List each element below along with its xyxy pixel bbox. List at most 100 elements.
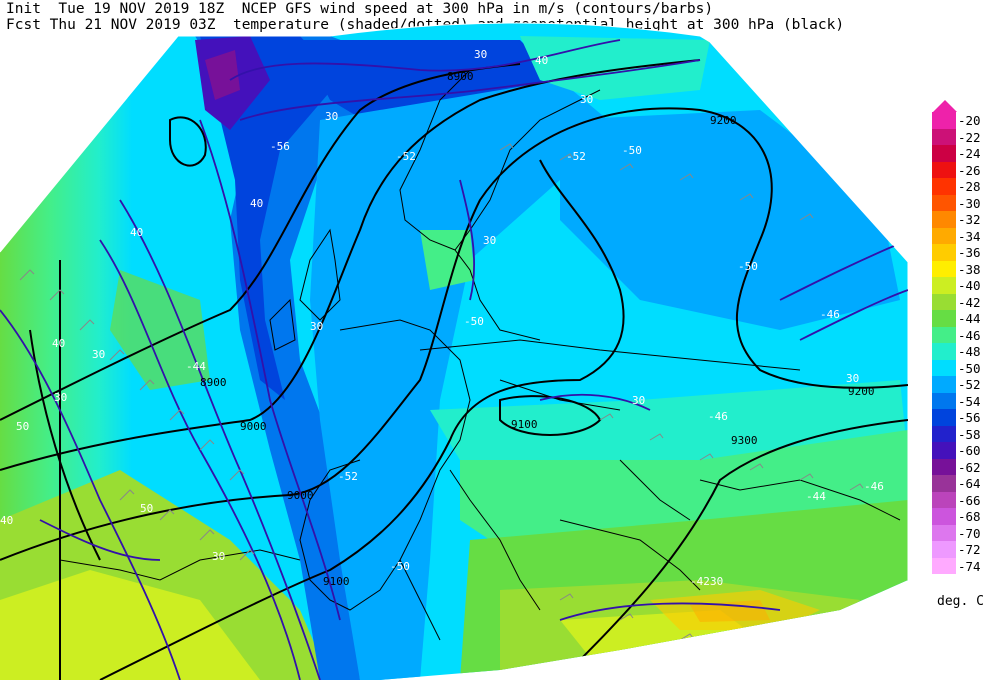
legend-label: -66	[958, 492, 981, 508]
wind-label: 30	[92, 348, 105, 361]
temperature-label: -56	[270, 140, 290, 153]
legend-level: -28	[928, 178, 1000, 195]
legend-label: -64	[958, 476, 981, 491]
wind-label: 50	[140, 502, 153, 515]
legend-swatch	[932, 112, 956, 129]
height-label: 9000	[240, 420, 267, 433]
legend-swatch	[932, 227, 956, 244]
legend-swatch	[932, 491, 956, 508]
legend-level: -66	[928, 491, 1000, 508]
wind-label: 30	[474, 48, 487, 61]
legend-swatch	[932, 310, 956, 327]
legend-level: -20	[928, 112, 1000, 129]
legend-level: -24	[928, 145, 1000, 162]
temperature-label: -52	[566, 150, 586, 163]
legend-level: -64	[928, 475, 1000, 492]
legend-level: -22	[928, 128, 1000, 145]
legend-label: -24	[958, 146, 981, 161]
temperature-label: -46	[864, 480, 884, 493]
height-label: 9200	[710, 114, 737, 127]
wind-barbs	[19, 143, 864, 651]
legend-swatch	[932, 392, 956, 409]
legend-level: -60	[928, 442, 1000, 459]
legend-swatch	[932, 376, 956, 393]
legend-swatch	[932, 508, 956, 525]
height-label: 9200	[848, 385, 875, 398]
legend-label: -70	[958, 525, 981, 541]
legend-swatch	[932, 524, 956, 541]
legend-swatch	[932, 541, 956, 558]
legend-label: -38	[958, 261, 981, 277]
legend-level: -42	[928, 293, 1000, 310]
temperature-label: -50	[738, 260, 758, 273]
legend-label: -22	[958, 129, 981, 145]
legend-label: -46	[958, 327, 981, 343]
legend-level: -68	[928, 508, 1000, 525]
wind-label: 30	[846, 372, 859, 385]
legend-label: -50	[958, 360, 981, 376]
legend-swatch	[932, 128, 956, 145]
legend-swatch	[932, 194, 956, 211]
wind-label: 40	[535, 54, 548, 67]
legend-label: -30	[958, 195, 981, 211]
legend-swatch	[932, 425, 956, 442]
legend-swatch	[932, 475, 956, 492]
temperature-legend: -20 -22 -24 -26 -28 -30 -32 -34 -36 -38 -40 -42 -44-…	[928, 100, 1000, 574]
temperature-labels: -52 -50 -52 -50 -50 -46 -44 -46 -44 -52 …	[186, 140, 884, 588]
legend-label: -62	[958, 459, 981, 475]
legend-label: -58	[958, 426, 981, 442]
wind-label: 30	[483, 234, 496, 247]
legend-label: -48	[958, 344, 981, 359]
wind-label: 30	[212, 550, 225, 563]
legend-swatch	[932, 161, 956, 178]
height-label: 8900	[447, 70, 474, 83]
legend-level: -26	[928, 161, 1000, 178]
legend-swatch	[932, 260, 956, 277]
wind-label: 40	[130, 226, 143, 239]
legend-swatch	[932, 178, 956, 195]
legend-swatch	[932, 145, 956, 162]
legend-label: -74	[958, 558, 981, 574]
height-label: 8900	[200, 376, 227, 389]
legend-level: -46	[928, 326, 1000, 343]
temperature-label: -44	[806, 490, 826, 503]
legend-swatch	[932, 326, 956, 343]
height-label: 9100	[323, 575, 350, 588]
legend-label: -60	[958, 443, 981, 458]
legend-label: -34	[958, 228, 981, 244]
height-contour-labels: 8900 8900 9000 9000 9100 9100 9200 9200 …	[200, 70, 875, 588]
temperature-label: -52	[396, 150, 416, 163]
legend-level: -32	[928, 211, 1000, 228]
legend-label: -32	[958, 212, 981, 227]
legend-level: -34	[928, 227, 1000, 244]
legend-label: -52	[958, 377, 981, 392]
temperature-label: -46	[820, 308, 840, 321]
legend-label: -40	[958, 278, 981, 293]
legend-label: -20	[958, 113, 981, 128]
legend-swatch	[932, 277, 956, 294]
legend-level: -48	[928, 343, 1000, 360]
legend-label: -28	[958, 179, 981, 194]
temperature-label: -50	[622, 144, 642, 157]
legend-swatch	[932, 458, 956, 475]
legend-label: -36	[958, 245, 981, 260]
legend-level: -44	[928, 310, 1000, 327]
legend-level: -30	[928, 194, 1000, 211]
legend-level: -62	[928, 458, 1000, 475]
legend-label: -26	[958, 162, 981, 178]
temperature-label: -44	[186, 360, 206, 373]
temperature-label: -50	[464, 315, 484, 328]
legend-swatch	[932, 442, 956, 459]
wind-label: 30	[310, 320, 323, 333]
temperature-label: -52	[338, 470, 358, 483]
wind-speed-labels: 30 40 30 40 40 30 30 30 40 30 50 30 30 3…	[0, 48, 859, 588]
legend-swatch	[932, 343, 956, 360]
legend-swatch	[932, 409, 956, 426]
legend-level: -70	[928, 524, 1000, 541]
legend-level: -56	[928, 409, 1000, 426]
legend-label: -42	[958, 294, 981, 310]
height-label: 9100	[511, 418, 538, 431]
wind-label: 40	[0, 514, 13, 527]
